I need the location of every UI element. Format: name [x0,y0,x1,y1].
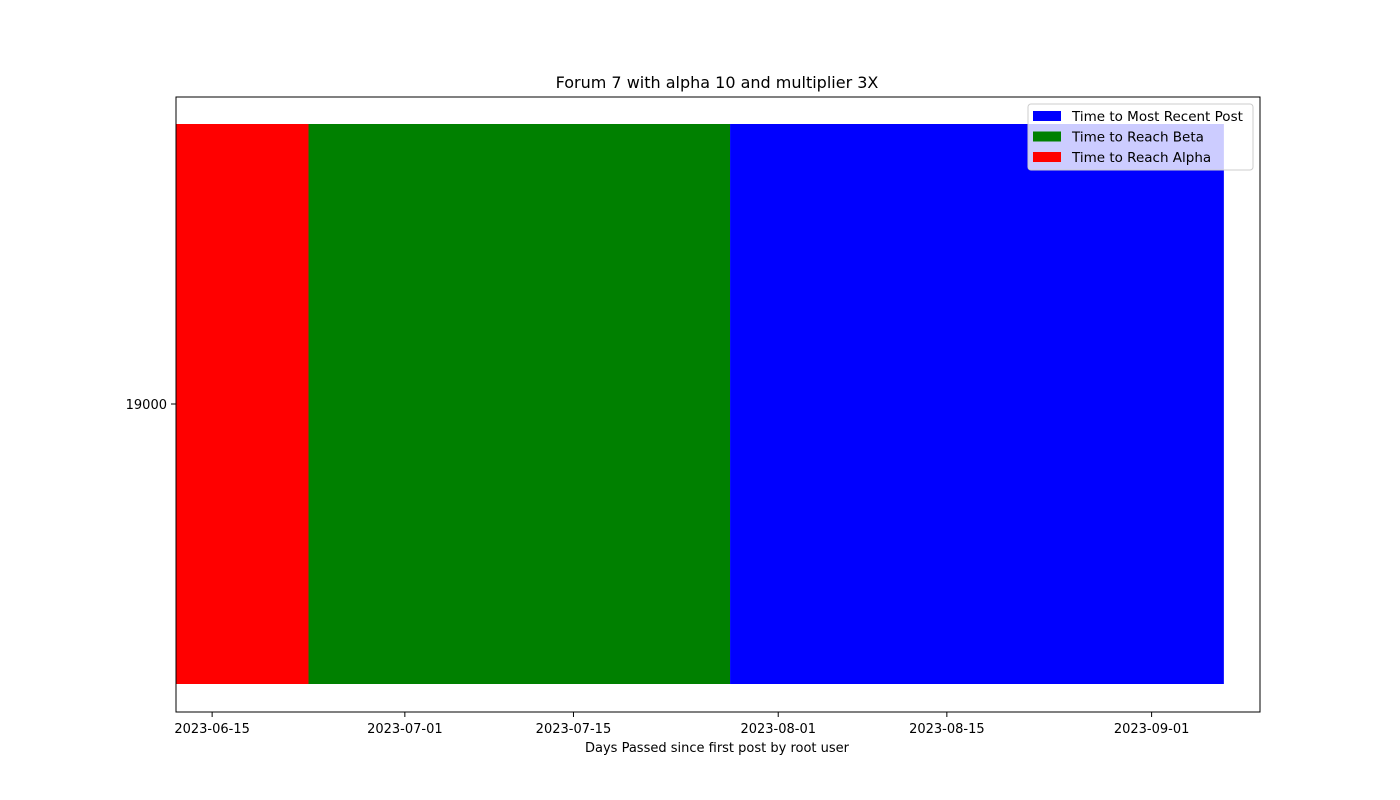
bar-time-to-most-recent-post [730,124,1224,684]
y-axis-ticks: 19000 [126,398,176,413]
legend-swatch [1033,111,1061,121]
chart-title: Forum 7 with alpha 10 and multiplier 3X [556,73,879,92]
x-tick-label: 2023-08-01 [740,722,816,737]
y-tick-label: 19000 [126,398,167,413]
x-tick-label: 2023-08-15 [909,722,985,737]
x-tick-label: 2023-06-15 [174,722,250,737]
bars [176,124,1224,684]
legend-label: Time to Most Recent Post [1071,109,1243,125]
x-axis-ticks: 2023-06-15 2023-07-01 2023-07-15 2023-08-01… [174,712,1189,737]
x-tick-label: 2023-07-01 [367,722,443,737]
legend-label: Time to Reach Beta [1071,130,1204,146]
bar-time-to-reach-alpha [176,124,309,684]
legend: Time to Most Recent Post Time to Reach Be… [1027,103,1254,171]
legend-box [1027,103,1254,171]
legend-swatch [1033,152,1061,162]
x-tick-label: 2023-07-15 [536,722,612,737]
x-axis-label: Days Passed since first post by root use… [585,741,850,756]
legend-label: Time to Reach Alpha [1071,150,1211,166]
x-tick-label: 2023-09-01 [1114,722,1190,737]
legend-swatch [1033,131,1061,142]
bar-time-to-reach-beta [308,124,731,684]
